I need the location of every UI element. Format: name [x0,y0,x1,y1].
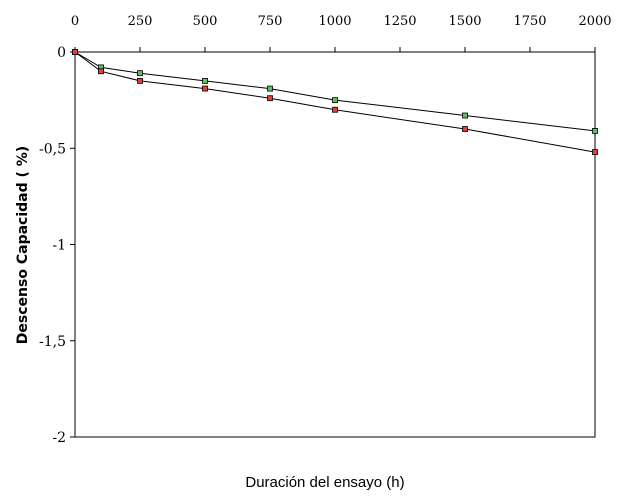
series-2-point [462,126,468,132]
series-1-point [267,85,273,92]
y-axis-label: Descenso Capacidad ( %) [15,146,31,344]
series-2-point [72,49,78,55]
x-axis-label: Duración del ensayo (h) [245,474,404,491]
y-tick-label: -1 [52,238,66,254]
x-tick-label: 2000 [578,14,611,29]
series-1-point [592,128,598,134]
series-2-point [592,149,598,156]
series-1-point [462,112,468,119]
x-tick-label: 0 [71,14,79,29]
plot-area [74,51,596,438]
series-2-point [332,106,338,113]
x-tick-label: 250 [128,14,153,29]
series-layer [72,49,598,156]
y-tick-label: -1,5 [39,334,66,350]
x-tick-label: 500 [193,14,218,29]
series-1-line [74,51,596,132]
series-2-line [74,51,596,153]
y-tick-label: 0 [57,45,66,61]
x-tick-label: 1250 [383,14,416,29]
x-tick-label: 750 [258,14,283,29]
series-2-point [98,68,104,75]
series-2-point [202,85,208,92]
series-1-point [137,70,143,77]
series-1-point [202,77,208,84]
y-tick-label: -2 [52,430,66,446]
y-tick-label: -0,5 [39,141,66,157]
series-2-point [267,95,273,102]
x-tick-label: 1750 [513,14,546,29]
series-1-point [332,97,338,104]
x-tick-label: 1500 [448,14,481,29]
series-2-point [137,77,143,84]
x-tick-label: 1000 [318,14,351,29]
x-axis-ticks: 0 250 500 750 1000 1250 1500 1750 2000 [71,14,612,52]
y-axis-ticks: 0 -0,5 -1 -1,5 -2 [39,45,75,446]
